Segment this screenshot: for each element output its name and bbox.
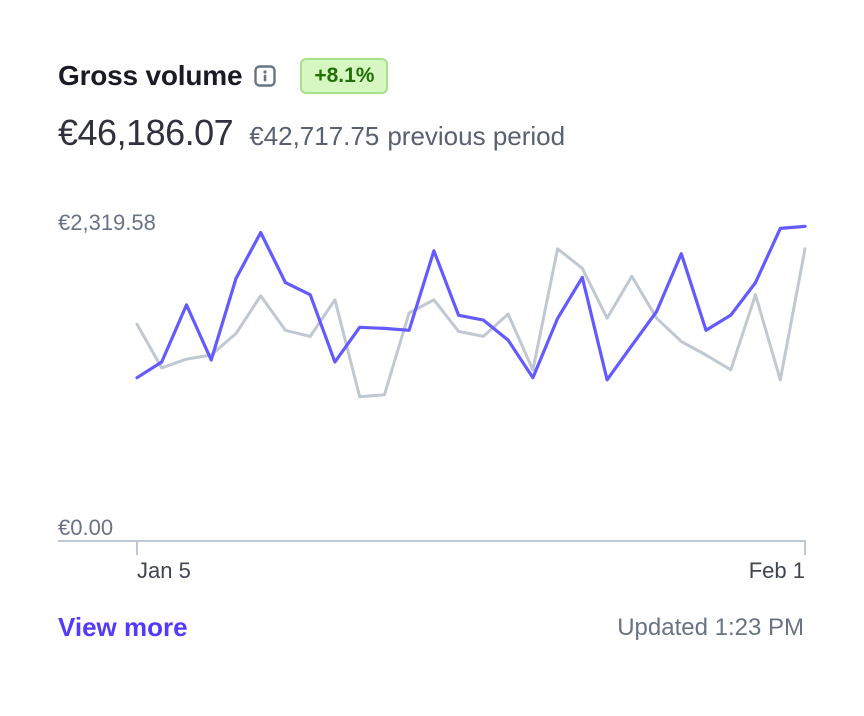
previous-period-line xyxy=(135,247,807,399)
current-period-line xyxy=(135,224,807,382)
previous-label: previous period xyxy=(387,121,566,151)
previous-value: €42,717.75 xyxy=(249,121,380,151)
view-more-link[interactable]: View more xyxy=(58,612,188,642)
info-icon[interactable] xyxy=(254,65,277,87)
value-row: €46,186.07 €42,717.75 previous period xyxy=(58,112,565,154)
y-tick-label-min: €0.00 xyxy=(58,515,113,540)
card-header: Gross volume +8.1% xyxy=(58,56,389,96)
y-tick-label-max: €2,319.58 xyxy=(58,210,156,235)
card-title: Gross volume xyxy=(58,60,243,91)
line-chart: €2,319.58 €0.00 Jan 5 Feb 1 xyxy=(58,210,807,583)
series-layer xyxy=(135,224,807,399)
x-tick-label-end: Feb 1 xyxy=(749,558,805,583)
x-tick-label-start: Jan 5 xyxy=(137,558,191,583)
change-badge: +8.1% xyxy=(300,58,389,94)
current-value: €46,186.07 xyxy=(58,112,234,153)
updated-timestamp: Updated 1:23 PM xyxy=(617,614,804,641)
